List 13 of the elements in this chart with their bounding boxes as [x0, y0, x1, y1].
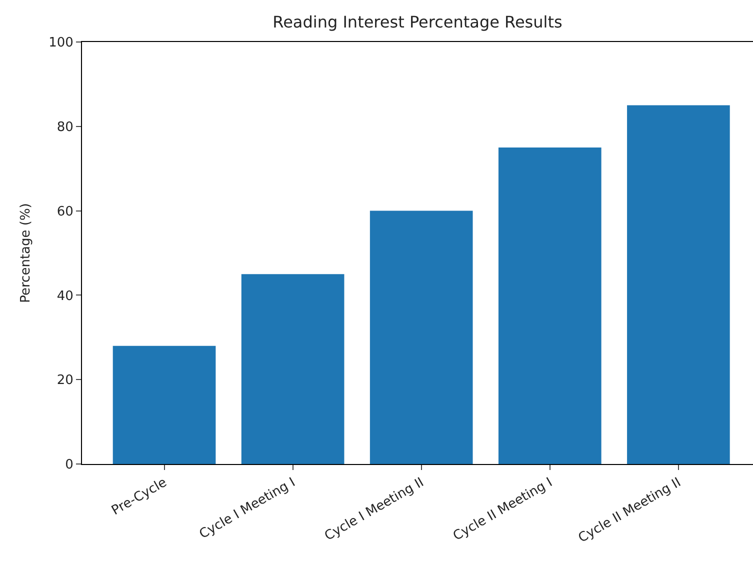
y-axis-title: Percentage (%) — [18, 203, 34, 303]
y-tick-label: 0 — [65, 458, 74, 473]
y-tick-label: 40 — [56, 288, 74, 304]
y-tick-label: 60 — [56, 204, 74, 220]
chart-title: Reading Interest Percentage Results — [272, 12, 562, 32]
y-tick-label: 20 — [56, 373, 74, 388]
bar — [241, 274, 344, 464]
bar — [498, 148, 602, 464]
bar — [112, 346, 216, 464]
bar — [627, 105, 730, 464]
y-tick-label: 100 — [48, 36, 74, 51]
y-tick-label: 80 — [56, 120, 74, 135]
bar — [370, 210, 473, 464]
